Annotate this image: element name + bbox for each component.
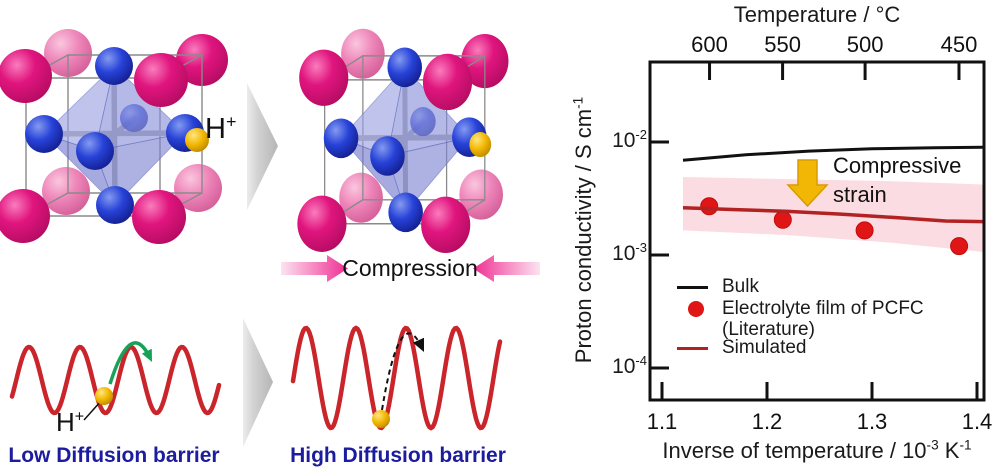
- h-plus-pointer-line: [83, 400, 102, 421]
- conductivity-chart-svg: 600 550 500 450 1.1 1.2 1.3 1.4: [647, 32, 993, 434]
- compression-arrow-left-icon: [281, 255, 348, 282]
- proton-hop-arrow-icon: [108, 341, 152, 385]
- x-axis-tick-label: 1.2: [752, 409, 783, 434]
- x-axis-tick-label: 1.4: [962, 409, 993, 434]
- top-axis-tick-label: 450: [941, 32, 978, 57]
- compressive-strain-annotation: Compressive strain: [833, 153, 962, 207]
- x-axis-title: Inverse of temperature / 10-3 K-1: [662, 437, 972, 463]
- crystal-unit-cell-compressed: [297, 29, 508, 253]
- legend-entry-simulated: Simulated: [677, 337, 807, 359]
- series-line-simulated: [682, 205, 983, 224]
- top-axis-title: Temperature / °C: [733, 2, 901, 27]
- y-tick-label-1e-2: 10-2: [612, 127, 647, 152]
- legend-line-simulated-icon: [677, 346, 708, 350]
- process-arrow-top-icon: [247, 83, 278, 210]
- high-diffusion-barrier-label: High Diffusion barrier: [290, 444, 506, 467]
- hindered-hop-arrowhead-icon: [413, 337, 424, 352]
- legend-circle-film-icon: [688, 301, 704, 317]
- legend-line-bulk-icon: [677, 285, 708, 289]
- crystal-unit-cell-relaxed: [0, 29, 228, 244]
- y-axis-title: Proton conductivity / S cm-1: [570, 96, 596, 364]
- proton-ball-low: [95, 387, 113, 405]
- y-tick-label-1e-4: 10-4: [612, 353, 647, 378]
- y-tick-label-1e-3: 10-3: [612, 240, 647, 265]
- legend-entry-bulk: Bulk: [677, 276, 759, 298]
- hindered-hop-arrow-icon: [381, 332, 423, 411]
- data-point: [773, 210, 792, 229]
- data-point: [855, 221, 874, 240]
- data-point: [950, 237, 969, 256]
- process-arrow-bottom-icon: [243, 318, 273, 447]
- data-point: [700, 197, 719, 216]
- crystal-diagram-svg: [0, 0, 540, 447]
- h-plus-label-crystal: H+: [205, 111, 237, 145]
- series-line-bulk: [682, 145, 983, 162]
- proton-hop-arrowhead-icon: [141, 348, 152, 362]
- legend-entry-film-line2: (Literature): [722, 319, 815, 340]
- top-axis-tick-label: 500: [847, 32, 884, 57]
- x-axis-tick-label: 1.3: [857, 409, 888, 434]
- top-axis-tick-label: 600: [691, 32, 728, 57]
- legend-entry-film: Electrolyte film of PCFC: [677, 298, 924, 320]
- x-axis-tick-label: 1.1: [647, 409, 678, 434]
- low-diffusion-barrier-label: Low Diffusion barrier: [8, 444, 220, 467]
- proton-ball-high: [372, 410, 390, 428]
- energy-landscape-high-barrier: [290, 325, 503, 431]
- compression-label: Compression: [342, 255, 478, 281]
- compressive-strain-arrow-icon: [786, 159, 829, 208]
- compression-arrow-right-icon: [473, 255, 540, 282]
- h-plus-label-barrier: H+: [56, 407, 85, 437]
- energy-landscape-low-barrier: [9, 344, 222, 416]
- top-axis-tick-label: 550: [764, 32, 801, 57]
